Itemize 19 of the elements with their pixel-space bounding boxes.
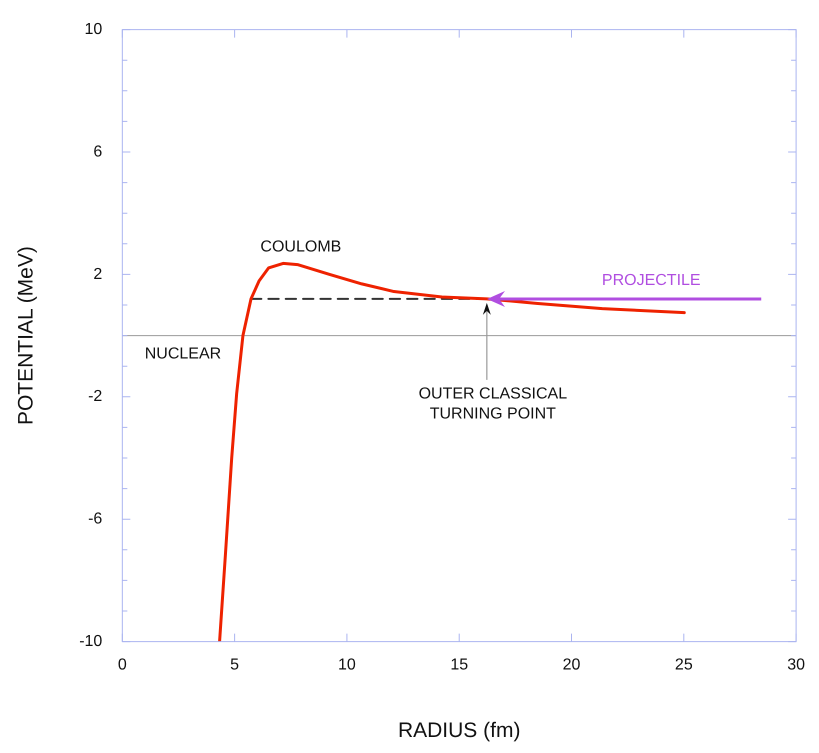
annotation: OUTER CLASSICAL TURNING POINT (418, 385, 568, 422)
annotation: COULOMB (260, 238, 342, 256)
x-tick-label: 5 (230, 656, 240, 674)
x-axis-title: RADIUS (fm) (398, 719, 520, 742)
x-tick-label: 20 (562, 656, 581, 674)
y-tick-label: -6 (88, 510, 102, 528)
x-tick-label: 0 (118, 656, 127, 674)
y-tick-label: 6 (93, 143, 102, 160)
y-tick-label: -10 (79, 633, 102, 650)
x-tick-label: 15 (450, 656, 468, 674)
x-tick-label: 25 (674, 656, 693, 674)
annotation: PROJECTILE (602, 272, 701, 289)
y-axis-title: POTENTIAL (MeV) (14, 246, 38, 426)
x-tick-label: 30 (787, 656, 806, 674)
y-tick-label: 2 (93, 266, 102, 283)
annotation: NUCLEAR (144, 345, 222, 362)
x-tick-label: 10 (338, 656, 356, 674)
y-tick-label: -2 (88, 388, 102, 406)
y-tick-label: 10 (84, 21, 102, 38)
